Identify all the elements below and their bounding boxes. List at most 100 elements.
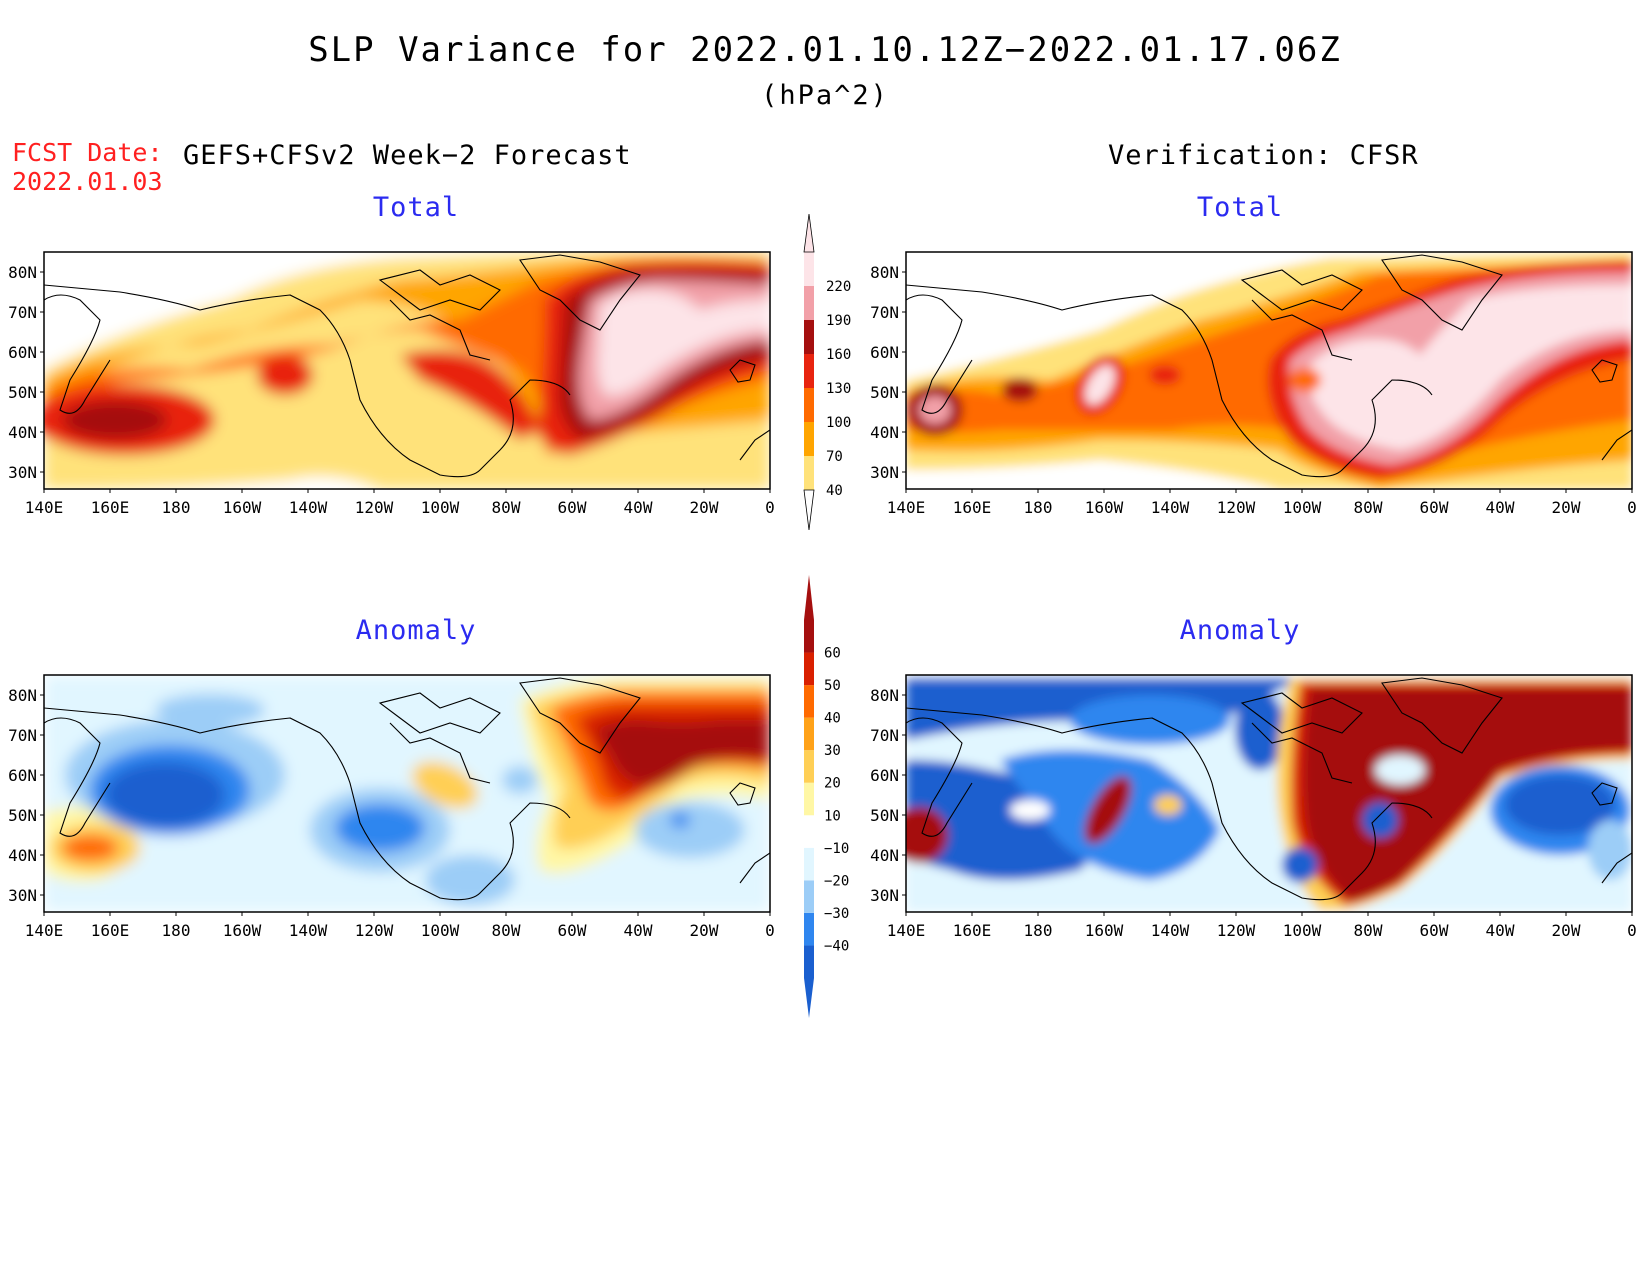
forecast-anomaly-lon-label: 20W — [690, 921, 719, 940]
colorbar-anomaly-swatch — [804, 945, 814, 978]
colorbar-anomaly-label: 20 — [824, 776, 841, 792]
colorbar-total-label: 190 — [826, 313, 851, 329]
colorbar-anomaly-swatch — [804, 815, 814, 848]
forecast-total-lat-label: 50N — [8, 383, 37, 402]
colorbar-total-swatch — [804, 252, 814, 286]
verification-total-lat-label: 60N — [870, 343, 899, 362]
forecast-anomaly-lat-label: 40N — [8, 846, 37, 865]
verification-anomaly-lat-label: 70N — [870, 726, 899, 745]
colorbar-anomaly-swatch — [804, 652, 814, 686]
forecast-anomaly-lon-label: 0 — [765, 921, 775, 940]
verification-total-lon-label: 40W — [1486, 498, 1515, 517]
verification-anomaly-lon-label: 100W — [1283, 921, 1322, 940]
colorbar-total-label: 130 — [826, 381, 851, 397]
forecast-anomaly-lon-label: 80W — [492, 921, 521, 940]
colorbar-anomaly-label: 10 — [824, 808, 841, 824]
colorbar-total-swatch — [804, 320, 814, 354]
verification-total-lat-label: 70N — [870, 303, 899, 322]
colorbar-anomaly: −40 −30 −20 −10 10 20 30 40 50 60 — [804, 575, 849, 1018]
forecast-total-lat-label: 30N — [8, 463, 37, 482]
forecast-anomaly-lon-label: 140W — [289, 921, 328, 940]
forecast-total-lon-label: 0 — [765, 498, 775, 517]
verification-anomaly-lon-label: 180 — [1024, 921, 1053, 940]
forecast-anomaly-lat-label: 60N — [8, 766, 37, 785]
forecast-total-lon-label: 60W — [558, 498, 587, 517]
colorbar-anomaly-label: −10 — [824, 841, 849, 857]
verification-total-lon-label: 100W — [1283, 498, 1322, 517]
forecast-anomaly-map — [43, 674, 771, 913]
forecast-total-lon-label: 180 — [162, 498, 191, 517]
forecast-heading: GEFS+CFSv2 Week−2 Forecast — [183, 140, 632, 171]
colorbar-anomaly-top-cap — [804, 575, 814, 620]
forecast-total-lon-label: 20W — [690, 498, 719, 517]
verification-anomaly-lon-label: 40W — [1486, 921, 1515, 940]
verification-anomaly-lat-label: 60N — [870, 766, 899, 785]
colorbar-total-label: 220 — [826, 279, 851, 295]
verification-total-field — [906, 252, 1632, 489]
forecast-total-lon-label: 120W — [355, 498, 394, 517]
forecast-anomaly-lon-label: 120W — [355, 921, 394, 940]
panel-title-forecast-total: Total — [372, 192, 460, 223]
verification-total-coastlines — [906, 254, 1632, 478]
main-title: SLP Variance for 2022.01.10.12Z−2022.01.… — [308, 30, 1342, 70]
axis-labels: 80N 70N 60N 50N 40N 30N 140E 160E 180 160W 140W 120… — [8, 263, 1637, 940]
colorbar-anomaly-label: −40 — [824, 938, 849, 954]
forecast-total-lon-label: 160W — [223, 498, 262, 517]
forecast-anomaly-lat-label: 50N — [8, 806, 37, 825]
verification-anomaly-coastlines — [906, 677, 1632, 901]
colorbar-anomaly-label: −30 — [824, 906, 849, 922]
forecast-total-lon-label: 140W — [289, 498, 328, 517]
forecast-anomaly-lat-label: 30N — [8, 886, 37, 905]
colorbar-anomaly-swatch — [804, 685, 814, 718]
colorbar-anomaly-bottom-cap — [804, 978, 814, 1018]
forecast-anomaly-lon-label: 40W — [624, 921, 653, 940]
verification-total-lon-label: 160E — [953, 498, 992, 517]
forecast-anomaly-lon-label: 100W — [421, 921, 460, 940]
colorbar-anomaly-swatch — [804, 880, 814, 913]
verification-anomaly-lat-label: 80N — [870, 686, 899, 705]
verification-anomaly-lat-label: 40N — [870, 846, 899, 865]
colorbar-anomaly-swatch — [804, 847, 814, 881]
forecast-total-map — [43, 251, 771, 490]
colorbar-total: 40 70 100 130 160 190 220 — [803, 213, 851, 531]
colorbar-anomaly-label: 50 — [824, 678, 841, 694]
verification-total-lon-label: 20W — [1552, 498, 1581, 517]
colorbar-total-swatch — [804, 456, 814, 490]
colorbar-total-label: 70 — [826, 449, 843, 465]
verification-anomaly-field — [906, 675, 1632, 912]
verification-total-lon-label: 140E — [887, 498, 926, 517]
verification-total-lon-label: 140W — [1151, 498, 1190, 517]
forecast-total-lat-label: 70N — [8, 303, 37, 322]
colorbar-anomaly-swatch — [804, 717, 814, 751]
forecast-total-lat-label: 40N — [8, 423, 37, 442]
colorbar-total-swatch — [804, 286, 814, 320]
colorbar-anomaly-label: 60 — [824, 646, 841, 662]
forecast-total-lon-label: 140E — [25, 498, 64, 517]
verification-anomaly-lon-label: 140W — [1151, 921, 1190, 940]
forecast-total-lat-label: 60N — [8, 343, 37, 362]
colorbar-anomaly-label: −20 — [824, 873, 849, 889]
fcst-date: 2022.01.03 — [12, 167, 163, 196]
forecast-anomaly-field — [44, 675, 770, 912]
verification-anomaly-lon-label: 0 — [1627, 921, 1637, 940]
verification-anomaly-lat-label: 30N — [870, 886, 899, 905]
verification-total-lon-label: 80W — [1354, 498, 1383, 517]
verification-total-lat-label: 40N — [870, 423, 899, 442]
colorbar-total-label: 100 — [826, 415, 851, 431]
units-label: (hPa^2) — [761, 80, 889, 111]
colorbar-anomaly-swatch — [804, 750, 814, 783]
verification-total-lon-label: 60W — [1420, 498, 1449, 517]
verification-heading: Verification: CFSR — [1108, 140, 1419, 171]
verification-anomaly-lon-label: 20W — [1552, 921, 1581, 940]
forecast-total-coastlines — [44, 254, 770, 478]
forecast-total-lon-label: 160E — [91, 498, 130, 517]
panel-title-verification-total: Total — [1196, 192, 1284, 223]
verification-total-lon-label: 0 — [1627, 498, 1637, 517]
forecast-anomaly-lat-label: 80N — [8, 686, 37, 705]
colorbar-total-swatch — [804, 422, 814, 456]
forecast-anomaly-lat-label: 70N — [8, 726, 37, 745]
colorbar-anomaly-swatch — [804, 782, 814, 816]
colorbar-total-label: 40 — [826, 483, 843, 499]
verification-anomaly-lon-label: 60W — [1420, 921, 1449, 940]
